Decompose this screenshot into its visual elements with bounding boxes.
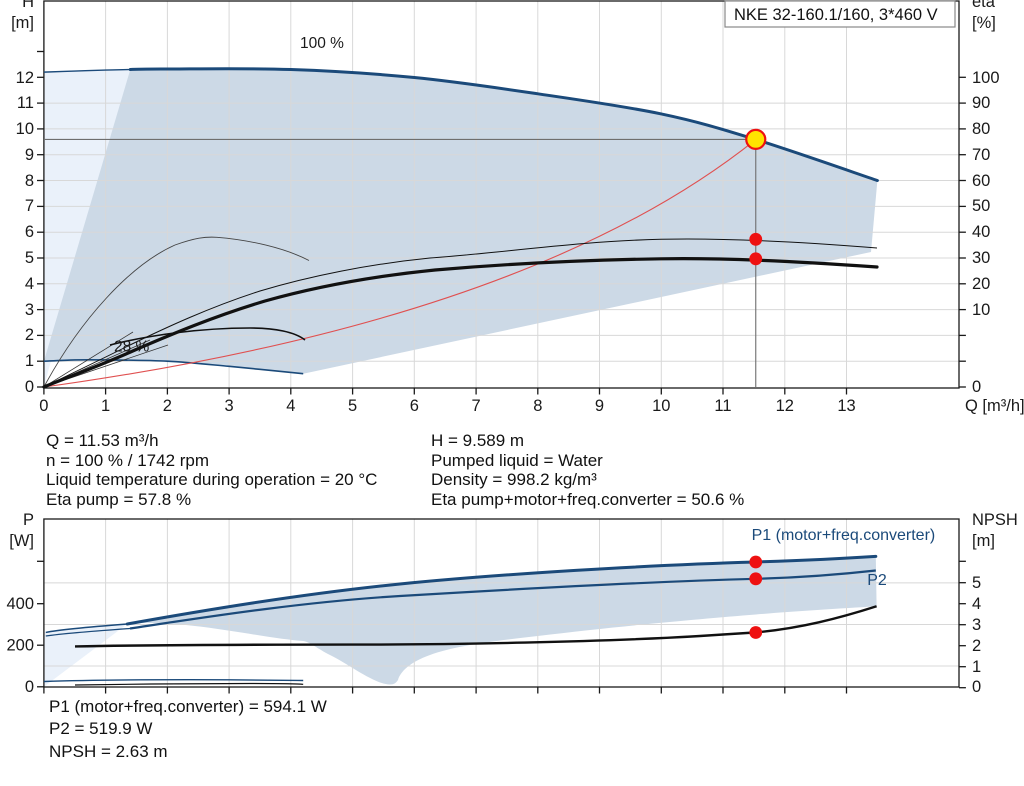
svg-text:2: 2 [163,397,172,415]
svg-text:3: 3 [972,616,981,634]
svg-text:3: 3 [225,397,234,415]
svg-text:6: 6 [25,223,34,241]
svg-text:2: 2 [972,637,981,655]
svg-text:4: 4 [286,397,295,415]
svg-text:0: 0 [972,378,981,396]
svg-text:1: 1 [25,352,34,370]
svg-text:1: 1 [101,397,110,415]
svg-text:100: 100 [972,69,1000,87]
svg-text:P: P [23,511,34,529]
svg-text:eta: eta [972,0,996,11]
svg-text:NKE 32-160.1/160, 3*460 V: NKE 32-160.1/160, 3*460 V [734,6,938,24]
svg-text:10: 10 [972,301,990,319]
svg-text:1: 1 [972,658,981,676]
svg-text:[m]: [m] [11,14,34,32]
svg-text:90: 90 [972,94,990,112]
svg-text:P1 (motor+freq.converter): P1 (motor+freq.converter) [752,527,936,544]
svg-text:5: 5 [972,574,981,592]
svg-text:Eta pump+motor+freq.converter: Eta pump+motor+freq.converter = 50.6 % [431,490,744,509]
svg-text:P1 (motor+freq.converter) = 59: P1 (motor+freq.converter) = 594.1 W [49,697,327,716]
svg-text:5: 5 [25,249,34,267]
svg-text:Pumped liquid = Water: Pumped liquid = Water [431,451,603,470]
svg-text:12: 12 [776,397,794,415]
svg-text:n = 100 % / 1742 rpm: n = 100 % / 1742 rpm [46,451,209,470]
svg-text:60: 60 [972,172,990,190]
svg-text:70: 70 [972,146,990,164]
svg-text:11: 11 [714,397,731,415]
svg-text:P2 = 519.9 W: P2 = 519.9 W [49,719,152,738]
svg-text:80: 80 [972,120,990,138]
svg-text:H: H [22,0,34,11]
svg-text:[W]: [W] [9,532,34,550]
svg-text:4: 4 [25,275,34,293]
svg-text:[m]: [m] [972,532,995,550]
svg-text:10: 10 [16,120,34,138]
svg-text:13: 13 [837,397,855,415]
svg-text:Q [m³/h]: Q [m³/h] [965,397,1024,415]
svg-text:7: 7 [472,397,481,415]
svg-text:5: 5 [348,397,357,415]
svg-text:H = 9.589 m: H = 9.589 m [431,431,524,450]
svg-text:2: 2 [25,326,34,344]
svg-text:30: 30 [972,249,990,267]
svg-text:Eta pump = 57.8 %: Eta pump = 57.8 % [46,490,191,509]
svg-text:6: 6 [410,397,419,415]
svg-text:40: 40 [972,223,990,241]
svg-text:Q = 11.53 m³/h: Q = 11.53 m³/h [46,431,159,450]
svg-text:Density = 998.2 kg/m³: Density = 998.2 kg/m³ [431,470,597,489]
svg-text:8: 8 [25,172,34,190]
svg-text:0: 0 [25,378,34,396]
svg-text:3: 3 [25,301,34,319]
svg-text:0: 0 [972,678,981,696]
svg-text:0: 0 [25,678,34,696]
svg-text:4: 4 [972,595,981,613]
svg-text:50: 50 [972,197,990,215]
svg-text:0: 0 [39,397,48,415]
svg-text:28 %: 28 % [114,339,150,356]
svg-text:P2: P2 [867,572,887,589]
svg-text:12: 12 [16,69,34,87]
svg-text:9: 9 [595,397,604,415]
svg-text:200: 200 [6,637,34,655]
svg-text:400: 400 [6,595,34,613]
svg-text:8: 8 [533,397,542,415]
svg-text:10: 10 [652,397,670,415]
svg-text:7: 7 [25,197,34,215]
svg-text:[%]: [%] [972,14,996,32]
svg-text:20: 20 [972,275,990,293]
svg-text:NPSH = 2.63 m: NPSH = 2.63 m [49,742,168,761]
svg-text:NPSH: NPSH [972,511,1018,529]
svg-text:100 %: 100 % [300,35,344,52]
svg-text:9: 9 [25,146,34,164]
svg-text:Liquid temperature during oper: Liquid temperature during operation = 20… [46,470,377,489]
svg-text:11: 11 [17,94,34,112]
